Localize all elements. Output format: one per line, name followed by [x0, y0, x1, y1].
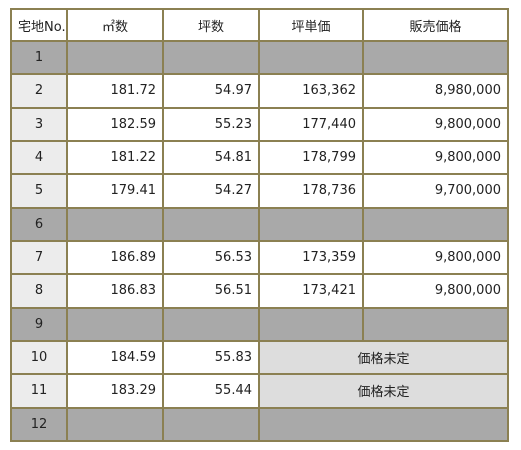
price-cell-merged [258, 406, 509, 443]
sale-price-cell: 9,800,000 [362, 273, 509, 309]
header-sqm: ㎡数 [66, 8, 164, 42]
sale-price-cell [362, 39, 509, 76]
lot-price-table-container: 宅地No. ㎡数 坪数 坪単価 販売価格 1 2 181.72 54.97 16… [10, 8, 509, 443]
price-undecided-cell: 価格未定 [258, 373, 509, 409]
sqm-cell [66, 406, 164, 443]
sale-price-cell: 8,980,000 [362, 73, 509, 109]
lot-number: 10 [10, 339, 68, 376]
unit-price-cell: 178,799 [258, 139, 364, 176]
sqm-cell: 183.29 [66, 373, 164, 409]
sqm-cell [66, 39, 164, 76]
table-row: 12 [10, 406, 509, 443]
price-undecided-cell: 価格未定 [258, 339, 509, 376]
table-row: 5 179.41 54.27 178,736 9,700,000 [10, 173, 509, 209]
table-row: 11 183.29 55.44 価格未定 [10, 373, 509, 409]
table-row: 6 [10, 206, 509, 242]
tsubo-cell [162, 406, 260, 443]
sqm-cell: 186.89 [66, 239, 164, 276]
tsubo-cell [162, 206, 260, 242]
tsubo-cell: 54.81 [162, 139, 260, 176]
tsubo-cell: 55.44 [162, 373, 260, 409]
sqm-cell: 181.72 [66, 73, 164, 109]
tsubo-cell [162, 39, 260, 76]
sale-price-cell: 9,700,000 [362, 173, 509, 209]
lot-number: 6 [10, 206, 68, 242]
sqm-cell: 181.22 [66, 139, 164, 176]
lot-number: 9 [10, 306, 68, 342]
sale-price-cell: 9,800,000 [362, 239, 509, 276]
lot-number: 8 [10, 273, 68, 309]
lot-number: 5 [10, 173, 68, 209]
table-body: 1 2 181.72 54.97 163,362 8,980,000 3 182… [10, 39, 509, 443]
sqm-cell: 184.59 [66, 339, 164, 376]
table-row: 9 [10, 306, 509, 342]
sale-price-cell [362, 306, 509, 342]
sqm-cell [66, 206, 164, 242]
unit-price-cell: 173,359 [258, 239, 364, 276]
unit-price-cell: 163,362 [258, 73, 364, 109]
sqm-cell: 186.83 [66, 273, 164, 309]
tsubo-cell: 56.51 [162, 273, 260, 309]
lot-number: 12 [10, 406, 68, 443]
unit-price-cell [258, 206, 364, 242]
lot-number: 2 [10, 73, 68, 109]
table-row: 4 181.22 54.81 178,799 9,800,000 [10, 139, 509, 176]
header-row: 宅地No. ㎡数 坪数 坪単価 販売価格 [10, 8, 509, 42]
header-unit-price: 坪単価 [258, 8, 364, 42]
table-row: 7 186.89 56.53 173,359 9,800,000 [10, 239, 509, 276]
lot-number: 7 [10, 239, 68, 276]
table-row: 3 182.59 55.23 177,440 9,800,000 [10, 106, 509, 142]
tsubo-cell: 55.23 [162, 106, 260, 142]
unit-price-cell [258, 39, 364, 76]
sale-price-cell: 9,800,000 [362, 106, 509, 142]
sale-price-cell [362, 206, 509, 242]
lot-number: 1 [10, 39, 68, 76]
table-row: 1 [10, 39, 509, 76]
tsubo-cell: 54.97 [162, 73, 260, 109]
unit-price-cell: 178,736 [258, 173, 364, 209]
table-row: 8 186.83 56.51 173,421 9,800,000 [10, 273, 509, 309]
tsubo-cell: 54.27 [162, 173, 260, 209]
lot-number: 11 [10, 373, 68, 409]
sale-price-cell: 9,800,000 [362, 139, 509, 176]
tsubo-cell [162, 306, 260, 342]
unit-price-cell: 177,440 [258, 106, 364, 142]
header-sale-price: 販売価格 [362, 8, 509, 42]
header-tsubo: 坪数 [162, 8, 260, 42]
table-row: 2 181.72 54.97 163,362 8,980,000 [10, 73, 509, 109]
unit-price-cell: 173,421 [258, 273, 364, 309]
sqm-cell: 182.59 [66, 106, 164, 142]
table-row: 10 184.59 55.83 価格未定 [10, 339, 509, 376]
lot-number: 4 [10, 139, 68, 176]
header-lot-no: 宅地No. [10, 8, 68, 42]
sqm-cell: 179.41 [66, 173, 164, 209]
sqm-cell [66, 306, 164, 342]
lot-price-table: 宅地No. ㎡数 坪数 坪単価 販売価格 1 2 181.72 54.97 16… [10, 8, 509, 443]
tsubo-cell: 55.83 [162, 339, 260, 376]
tsubo-cell: 56.53 [162, 239, 260, 276]
unit-price-cell [258, 306, 364, 342]
lot-number: 3 [10, 106, 68, 142]
